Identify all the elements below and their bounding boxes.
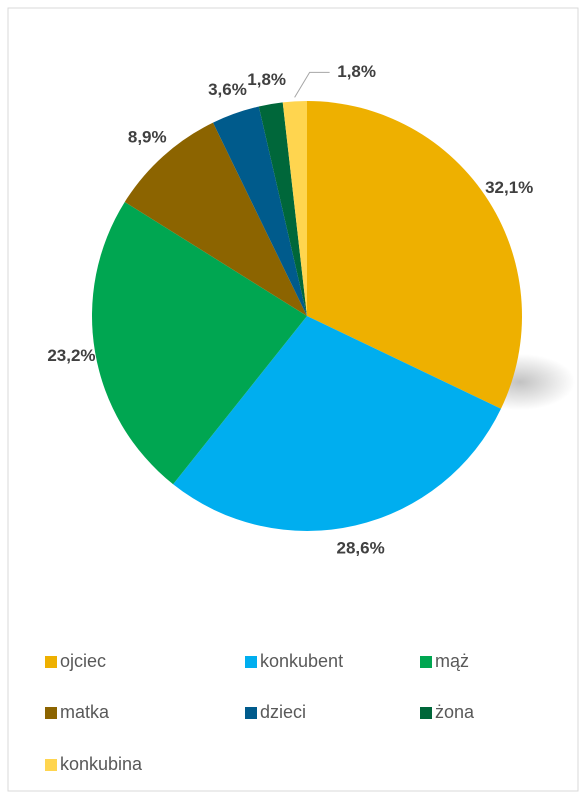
legend-swatch	[420, 707, 432, 719]
data-label: 8,9%	[128, 128, 167, 147]
pie-slice	[282, 101, 307, 316]
data-label: 23,2%	[47, 346, 95, 365]
pie-slice	[124, 122, 308, 316]
data-label: 28,6%	[336, 538, 384, 557]
data-label: 1,8%	[247, 70, 286, 89]
legend-swatch	[45, 759, 57, 771]
data-label: 1,8%	[337, 62, 376, 81]
legend-label: matka	[60, 702, 110, 722]
pie-slice	[307, 101, 522, 409]
legend-swatch	[45, 656, 57, 668]
data-label: 3,6%	[208, 80, 247, 99]
legend-swatch	[245, 656, 257, 668]
data-label: 32,1%	[485, 178, 533, 197]
pie-slice	[92, 201, 307, 485]
legend-label: ojciec	[60, 651, 106, 671]
legend-label: dzieci	[260, 702, 306, 722]
legend-swatch	[45, 707, 57, 719]
pie-slice	[213, 106, 307, 317]
leader-line	[294, 71, 330, 98]
legend-label: konkubina	[60, 754, 143, 774]
legend-swatch	[420, 656, 432, 668]
legend-label: żona	[435, 702, 475, 722]
legend-label: mąż	[435, 651, 469, 671]
pie-slice	[258, 102, 307, 316]
pie-slice	[173, 316, 501, 531]
legend-swatch	[245, 707, 257, 719]
legend-label: konkubent	[260, 651, 343, 671]
